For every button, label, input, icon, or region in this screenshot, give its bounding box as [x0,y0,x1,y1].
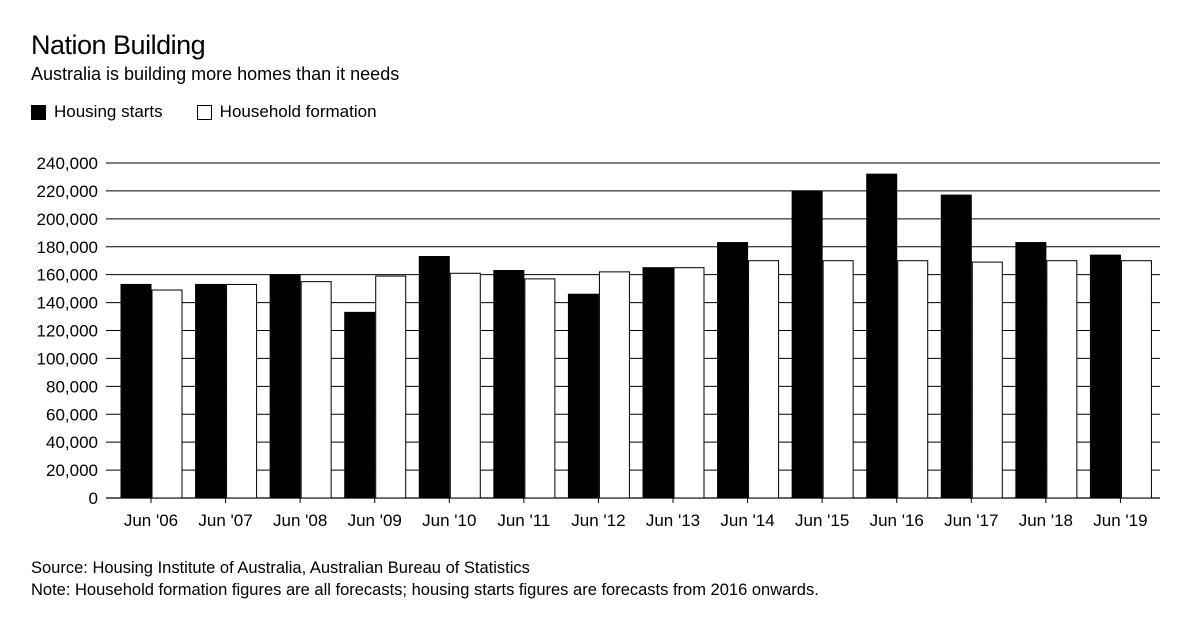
y-tick-label: 120,000 [37,322,98,341]
legend-label-household-formation: Household formation [219,102,377,121]
x-tick-label: Jun '15 [795,511,849,530]
legend-item-household-formation: Household formation [196,102,377,122]
bar-housing-starts [493,269,525,499]
y-tick-label: 180,000 [37,238,98,257]
bar-housing-starts [717,242,749,499]
bar-housing-starts [866,173,898,499]
bar-housing-starts [418,256,450,499]
x-tick-label: Jun '10 [422,511,476,530]
y-tick-label: 60,000 [46,405,98,424]
bar-household-formation [748,260,780,499]
bar-household-formation [822,260,854,499]
chart-subtitle: Australia is building more homes than it… [31,64,400,84]
legend-swatch-household-formation [196,104,212,120]
y-tick-label: 140,000 [37,294,98,313]
x-tick-label: Jun '16 [870,511,924,530]
bar-housing-starts [642,267,674,499]
x-tick-label: Jun '08 [273,511,327,530]
x-tick-label: Jun '18 [1019,511,1073,530]
legend-label-housing-starts: Housing starts [54,102,163,121]
x-tick-label: Jun '07 [198,511,252,530]
bar-household-formation [524,278,556,499]
bar-housing-starts [120,283,152,499]
bar-housing-starts [567,293,599,499]
bar-housing-starts [195,283,227,499]
x-tick-label: Jun '09 [348,511,402,530]
y-tick-label: 240,000 [37,154,98,173]
y-tick-label: 20,000 [46,461,98,480]
bar-housing-starts [940,194,972,499]
bar-housing-starts [1089,254,1121,499]
bar-household-formation [226,283,258,499]
bar-household-formation [1120,260,1152,499]
footnote: Note: Household formation figures are al… [31,581,819,599]
y-tick-label: 160,000 [37,266,98,285]
y-tick-label: 80,000 [46,377,98,396]
y-tick-label: 200,000 [37,210,98,229]
bar-household-formation [598,271,630,499]
x-tick-label: Jun '19 [1093,511,1147,530]
x-tick-label: Jun '14 [720,511,774,530]
legend-swatch-housing-starts [31,104,46,120]
bar-housing-starts [791,190,823,499]
bar-household-formation [300,281,332,499]
x-tick-label: Jun '13 [646,511,700,530]
chart-legend: Housing starts Household formation [31,102,411,122]
bar-household-formation [673,267,705,499]
x-tick-label: Jun '17 [944,511,998,530]
legend-item-housing-starts: Housing starts [31,102,163,122]
y-tick-label: 100,000 [37,349,98,368]
bar-household-formation [449,272,481,499]
bar-household-formation [375,275,407,499]
x-tick-label: Jun '11 [497,511,550,530]
bar-household-formation [971,261,1003,499]
source-note: Source: Housing Institute of Australia, … [31,559,530,577]
y-tick-label: 220,000 [37,182,98,201]
bar-housing-starts [269,274,301,499]
bar-household-formation [897,260,929,499]
bar-household-formation [1046,260,1078,499]
x-tick-label: Jun '06 [124,511,178,530]
y-tick-label: 0 [89,489,98,508]
bar-housing-starts [1015,242,1047,499]
chart-title: Nation Building [31,30,206,60]
x-tick-label: Jun '12 [571,511,625,530]
bar-housing-starts [344,311,376,499]
y-tick-label: 40,000 [46,433,98,452]
bar-household-formation [151,289,183,499]
